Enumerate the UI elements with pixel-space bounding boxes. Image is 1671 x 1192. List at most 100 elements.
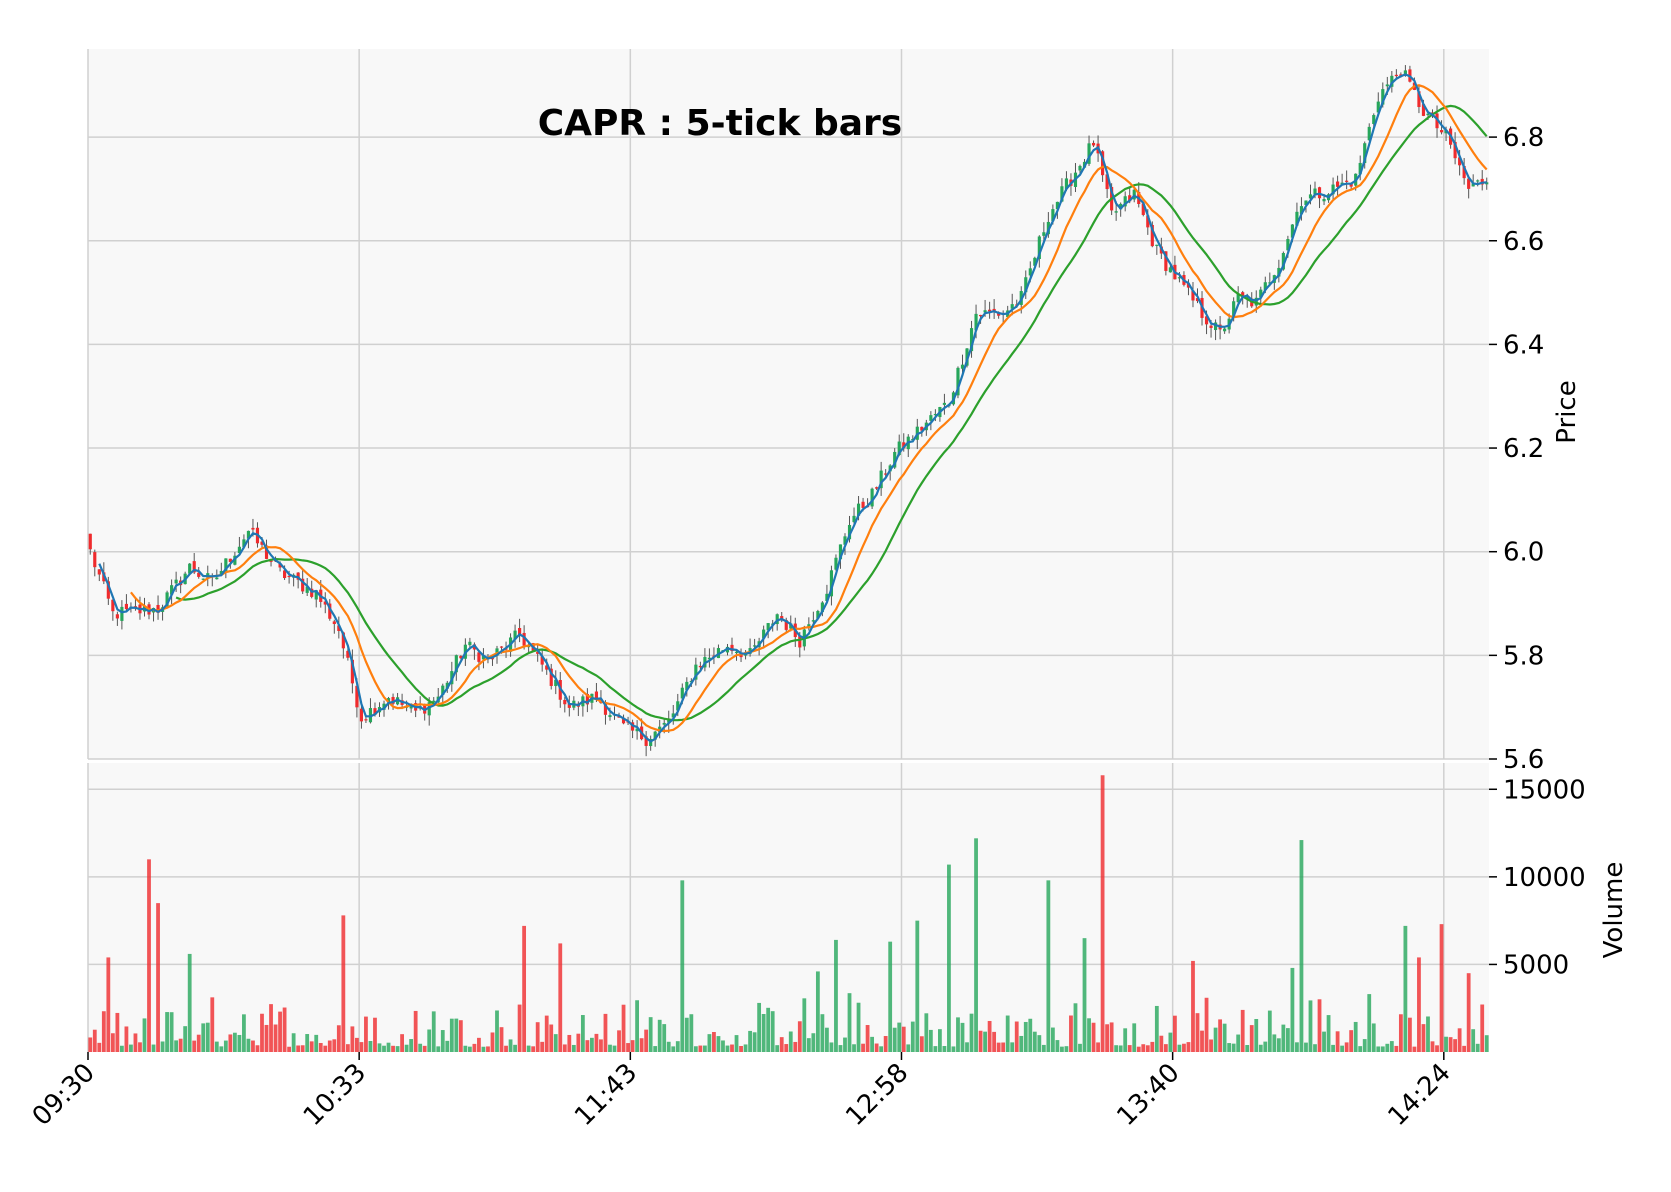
volume-bar: [1091, 1022, 1096, 1052]
candle-body: [585, 694, 589, 705]
volume-bar: [698, 1045, 703, 1052]
volume-bar: [1200, 1030, 1204, 1052]
volume-bar: [458, 1020, 463, 1052]
candle-body: [1381, 89, 1385, 105]
volume-bar: [467, 1046, 472, 1052]
volume-bar: [644, 1029, 649, 1052]
volume-bar: [445, 1040, 450, 1052]
volume-bar: [142, 1018, 147, 1052]
volume-bar: [1222, 1023, 1227, 1052]
candle-body: [1439, 130, 1444, 133]
candle-body: [1453, 141, 1457, 159]
volume-bar: [1127, 1045, 1132, 1052]
volume-bar: [165, 1012, 169, 1052]
candle-body: [1286, 239, 1290, 251]
candle-body: [540, 656, 544, 665]
volume-bar: [562, 1044, 567, 1052]
candle-body: [219, 570, 223, 575]
candle-body: [730, 644, 734, 652]
volume-bar: [1218, 1019, 1222, 1052]
volume-bar: [138, 1042, 142, 1052]
volume-bar: [260, 1013, 264, 1052]
volume-bar: [1380, 1046, 1385, 1052]
volume-bar: [1182, 1043, 1186, 1052]
candle-body: [373, 708, 377, 715]
candle-body: [346, 650, 350, 658]
candle-body: [445, 682, 449, 689]
volume-bar: [1041, 1044, 1046, 1052]
volume-bar: [232, 1032, 237, 1052]
candle-body: [1010, 304, 1014, 309]
volume-bar: [499, 1027, 504, 1052]
volume-bar: [1141, 1044, 1146, 1052]
candle-body: [165, 592, 169, 607]
volume-bar: [115, 1012, 120, 1052]
volume-bar: [689, 1014, 694, 1052]
candle-body: [766, 623, 770, 631]
volume-bar: [1023, 1021, 1028, 1052]
volume-bar: [1258, 1044, 1263, 1052]
candle-body: [1390, 75, 1394, 87]
volume-bar: [1448, 1037, 1453, 1052]
volume-bar: [88, 1037, 93, 1052]
time-tick-label: 10:33: [298, 1058, 372, 1132]
volume-bar: [246, 1038, 251, 1052]
volume-bar: [793, 1041, 798, 1052]
candle-body: [753, 645, 757, 647]
volume-bar: [255, 1045, 260, 1052]
volume-bar: [1123, 1028, 1128, 1052]
candle-body: [477, 652, 481, 662]
candle-body: [1462, 165, 1466, 179]
volume-bar: [739, 1045, 743, 1052]
candle-body: [739, 654, 743, 658]
volume-bar: [870, 1036, 875, 1052]
volume-bar: [147, 859, 151, 1052]
volume-bar: [1426, 1016, 1430, 1052]
volume-bar: [1191, 960, 1195, 1052]
candle-body: [454, 655, 458, 673]
volume-bar: [1313, 1044, 1317, 1052]
volume-bar: [770, 1011, 775, 1052]
candle-body: [969, 328, 974, 352]
candle-body: [97, 569, 101, 575]
candle-body: [1119, 203, 1123, 210]
volume-bar: [422, 1045, 427, 1052]
candle-body: [1213, 322, 1218, 331]
volume-bar: [300, 1045, 305, 1052]
candle-body: [1349, 183, 1353, 187]
volume-bar: [947, 864, 951, 1052]
volume-bar: [1213, 1027, 1218, 1052]
volume-bar: [865, 1025, 870, 1052]
candle-body: [468, 641, 472, 646]
volume-bar: [757, 1002, 762, 1052]
candle-body: [1191, 290, 1195, 301]
candle-body: [386, 698, 391, 703]
volume-bar: [811, 1033, 816, 1052]
volume-bar: [1082, 938, 1087, 1052]
volume-bar: [906, 1044, 911, 1052]
volume-bar: [901, 1026, 906, 1052]
volume-bar: [454, 1018, 459, 1052]
candle-body: [698, 665, 702, 668]
candle-body: [662, 722, 666, 725]
volume-tick-label: 10000: [1503, 863, 1586, 893]
volume-bar: [463, 1045, 468, 1052]
candle-body: [459, 655, 463, 659]
candle-body: [879, 470, 883, 489]
volume-bar: [1231, 1043, 1236, 1052]
candle-body: [893, 451, 897, 468]
volume-bar: [1087, 1018, 1091, 1052]
volume-bar: [639, 1038, 644, 1052]
candle-body: [1268, 282, 1272, 284]
candle-body: [1155, 244, 1159, 246]
volume-bar: [531, 1046, 536, 1052]
volume-bar: [1408, 1017, 1412, 1052]
volume-bar: [449, 1018, 454, 1052]
volume-bar: [1060, 1046, 1064, 1052]
candle-body: [368, 708, 373, 723]
candle-body: [1290, 224, 1294, 238]
volume-bar: [1358, 1046, 1363, 1052]
volume-bar: [264, 1024, 269, 1052]
candle-body: [847, 524, 852, 540]
volume-bar: [341, 915, 346, 1052]
